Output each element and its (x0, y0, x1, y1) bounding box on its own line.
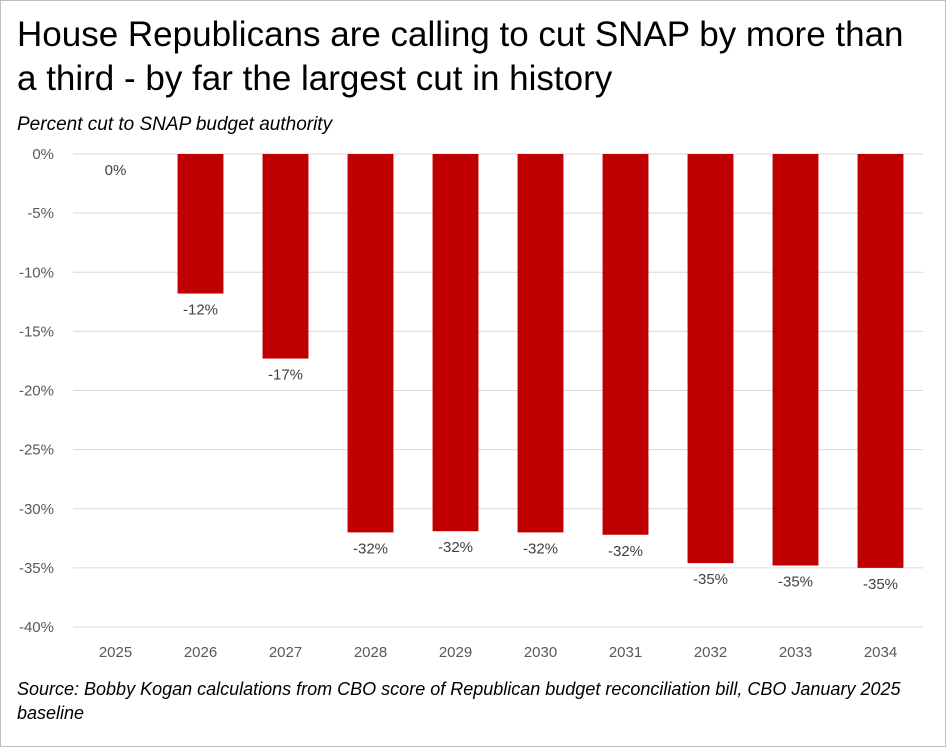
bar (602, 154, 649, 535)
data-label: -12% (183, 302, 218, 319)
data-label: -35% (778, 574, 813, 591)
bar (772, 154, 819, 566)
x-tick-label: 2031 (609, 644, 642, 661)
x-tick-label: 2025 (99, 644, 132, 661)
y-tick-label: -20% (19, 383, 54, 400)
chart-title: House Republicans are calling to cut SNA… (17, 15, 904, 98)
data-label: -32% (353, 540, 388, 557)
y-tick-label: -10% (19, 264, 54, 281)
x-tick-label: 2030 (524, 644, 557, 661)
bar (517, 154, 564, 533)
x-tick-label: 2027 (269, 644, 302, 661)
y-tick-label: 0% (32, 146, 54, 163)
data-label: -32% (608, 543, 643, 560)
data-label: -32% (438, 539, 473, 556)
x-tick-label: 2026 (184, 644, 217, 661)
bar (432, 154, 479, 532)
bar (262, 154, 309, 359)
y-tick-label: -25% (19, 442, 54, 459)
chart-subtitle: Percent cut to SNAP budget authority (17, 114, 333, 135)
x-tick-label: 2029 (439, 644, 472, 661)
x-tick-label: 2033 (779, 644, 812, 661)
data-label: -32% (523, 540, 558, 557)
x-tick-label: 2032 (694, 644, 727, 661)
bar (857, 154, 904, 568)
x-tick-label: 2034 (864, 644, 897, 661)
data-label: -17% (268, 367, 303, 384)
data-label: -35% (863, 576, 898, 593)
y-tick-label: -15% (19, 323, 54, 340)
x-tick-label: 2028 (354, 644, 387, 661)
bar (347, 154, 394, 533)
bar (177, 154, 224, 294)
chart-source-note: Source: Bobby Kogan calculations from CB… (17, 679, 901, 723)
bar-chart: 0% -5% -10% -15% -20% -25% -30% -35% -40% 0% 2025 -… (19, 146, 923, 661)
data-label: 0% (105, 162, 127, 179)
y-tick-label: -30% (19, 501, 54, 518)
data-label: -35% (693, 571, 728, 588)
y-tick-label: -40% (19, 619, 54, 636)
bar (687, 154, 734, 564)
y-tick-label: -35% (19, 560, 54, 577)
y-tick-label: -5% (27, 205, 54, 222)
